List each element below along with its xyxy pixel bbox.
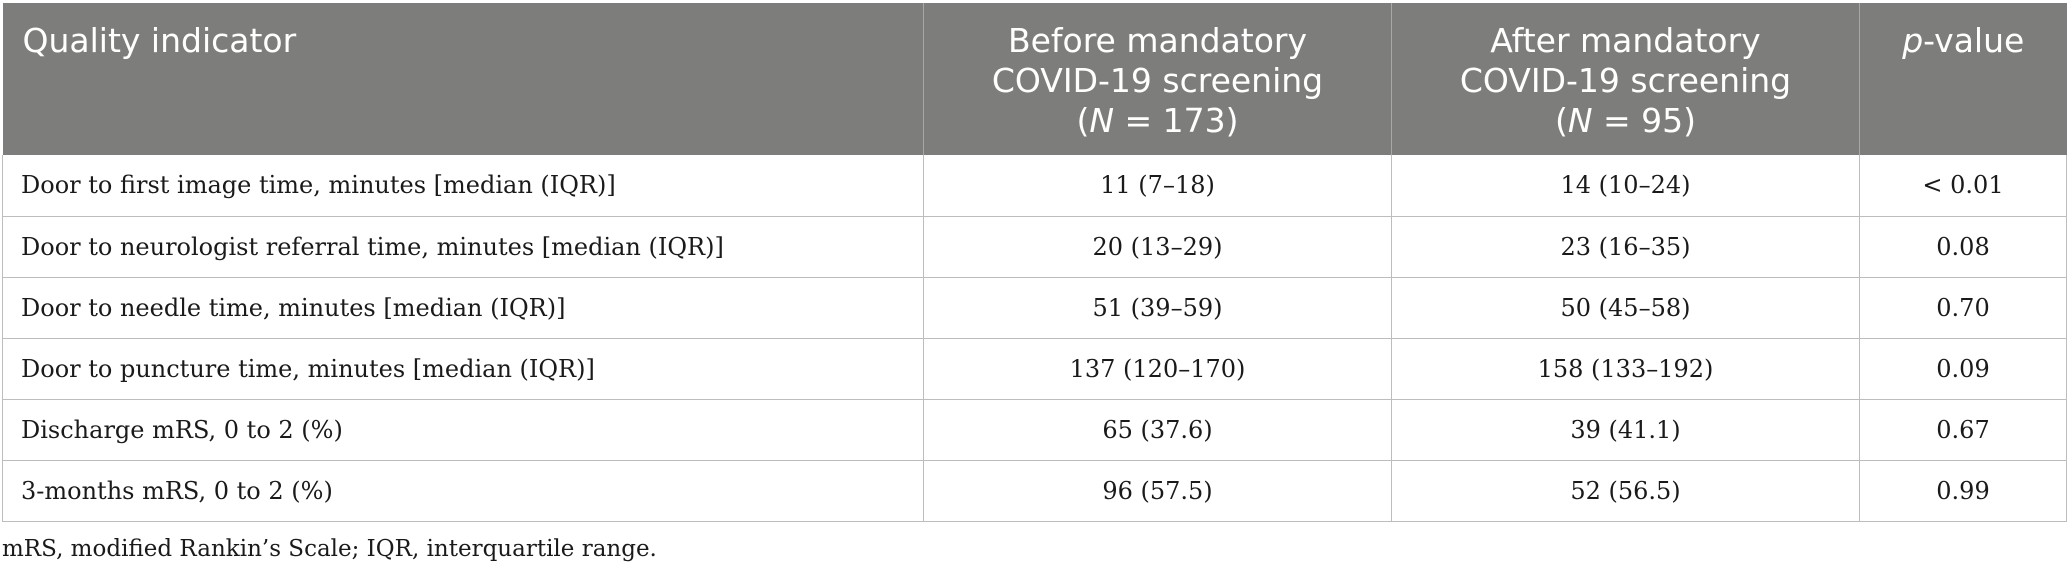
table-footnote: mRS, modified Rankin’s Scale; IQR, inter… (2, 536, 657, 562)
cell-after: 50 (45–58) (1391, 277, 1860, 339)
header-before-count-open: ( (1076, 101, 1090, 140)
header-before-count-var: N (1089, 101, 1115, 140)
header-before-line1: Before mandatory (1007, 21, 1308, 60)
cell-p-value: < 0.01 (1859, 155, 2067, 217)
header-before-count: (N = 173) (942, 101, 1373, 141)
cell-p-value: 0.09 (1859, 338, 2067, 400)
header-p-value: p-value (1859, 3, 2067, 155)
cell-after: 158 (133–192) (1391, 338, 1860, 400)
header-after-line1: After mandatory (1490, 21, 1761, 60)
cell-before: 137 (120–170) (923, 338, 1392, 400)
header-before-count-value: = 173) (1114, 101, 1239, 140)
table-row: Door to neurologist referral time, minut… (2, 216, 2067, 278)
header-after-screening: After mandatory COVID-19 screening (N = … (1391, 3, 1860, 155)
cell-indicator: Door to puncture time, minutes [median (… (2, 338, 924, 400)
cell-indicator: Door to needle time, minutes [median (IQ… (2, 277, 924, 339)
cell-indicator: Discharge mRS, 0 to 2 (%) (2, 399, 924, 461)
header-after-count-value: = 95) (1592, 101, 1697, 140)
header-after-count-var: N (1567, 101, 1593, 140)
cell-after: 39 (41.1) (1391, 399, 1860, 461)
header-before-line2: COVID-19 screening (991, 61, 1324, 100)
header-after-line2: COVID-19 screening (1459, 61, 1792, 100)
quality-indicator-table: Quality indicator Before mandatory COVID… (2, 3, 2067, 522)
cell-after: 23 (16–35) (1391, 216, 1860, 278)
header-quality-indicator: Quality indicator (2, 3, 924, 155)
table-row: 3-months mRS, 0 to 2 (%) 96 (57.5) 52 (5… (2, 460, 2067, 522)
cell-after: 14 (10–24) (1391, 155, 1860, 217)
header-row: Quality indicator Before mandatory COVID… (2, 3, 2067, 155)
cell-indicator: Door to first image time, minutes [media… (2, 155, 924, 217)
table-header: Quality indicator Before mandatory COVID… (2, 3, 2067, 155)
table-row: Door to puncture time, minutes [median (… (2, 338, 2067, 400)
cell-after: 52 (56.5) (1391, 460, 1860, 522)
table-row: Door to first image time, minutes [media… (2, 155, 2067, 217)
header-p-var: p (1902, 21, 1924, 60)
cell-before: 96 (57.5) (923, 460, 1392, 522)
header-quality-indicator-label: Quality indicator (22, 21, 297, 60)
cell-p-value: 0.08 (1859, 216, 2067, 278)
cell-indicator: 3-months mRS, 0 to 2 (%) (2, 460, 924, 522)
cell-before: 65 (37.6) (923, 399, 1392, 461)
table-row: Door to needle time, minutes [median (IQ… (2, 277, 2067, 339)
header-before-screening: Before mandatory COVID-19 screening (N =… (923, 3, 1392, 155)
cell-p-value: 0.99 (1859, 460, 2067, 522)
cell-before: 20 (13–29) (923, 216, 1392, 278)
table-row: Discharge mRS, 0 to 2 (%) 65 (37.6) 39 (… (2, 399, 2067, 461)
cell-p-value: 0.67 (1859, 399, 2067, 461)
cell-before: 51 (39–59) (923, 277, 1392, 339)
cell-indicator: Door to neurologist referral time, minut… (2, 216, 924, 278)
results-table-container: Quality indicator Before mandatory COVID… (2, 3, 2067, 522)
header-after-count: (N = 95) (1410, 101, 1841, 141)
table-body: Door to first image time, minutes [media… (2, 155, 2067, 522)
cell-before: 11 (7–18) (923, 155, 1392, 217)
cell-p-value: 0.70 (1859, 277, 2067, 339)
header-after-count-open: ( (1554, 101, 1568, 140)
header-p-rest: -value (1923, 21, 2025, 60)
